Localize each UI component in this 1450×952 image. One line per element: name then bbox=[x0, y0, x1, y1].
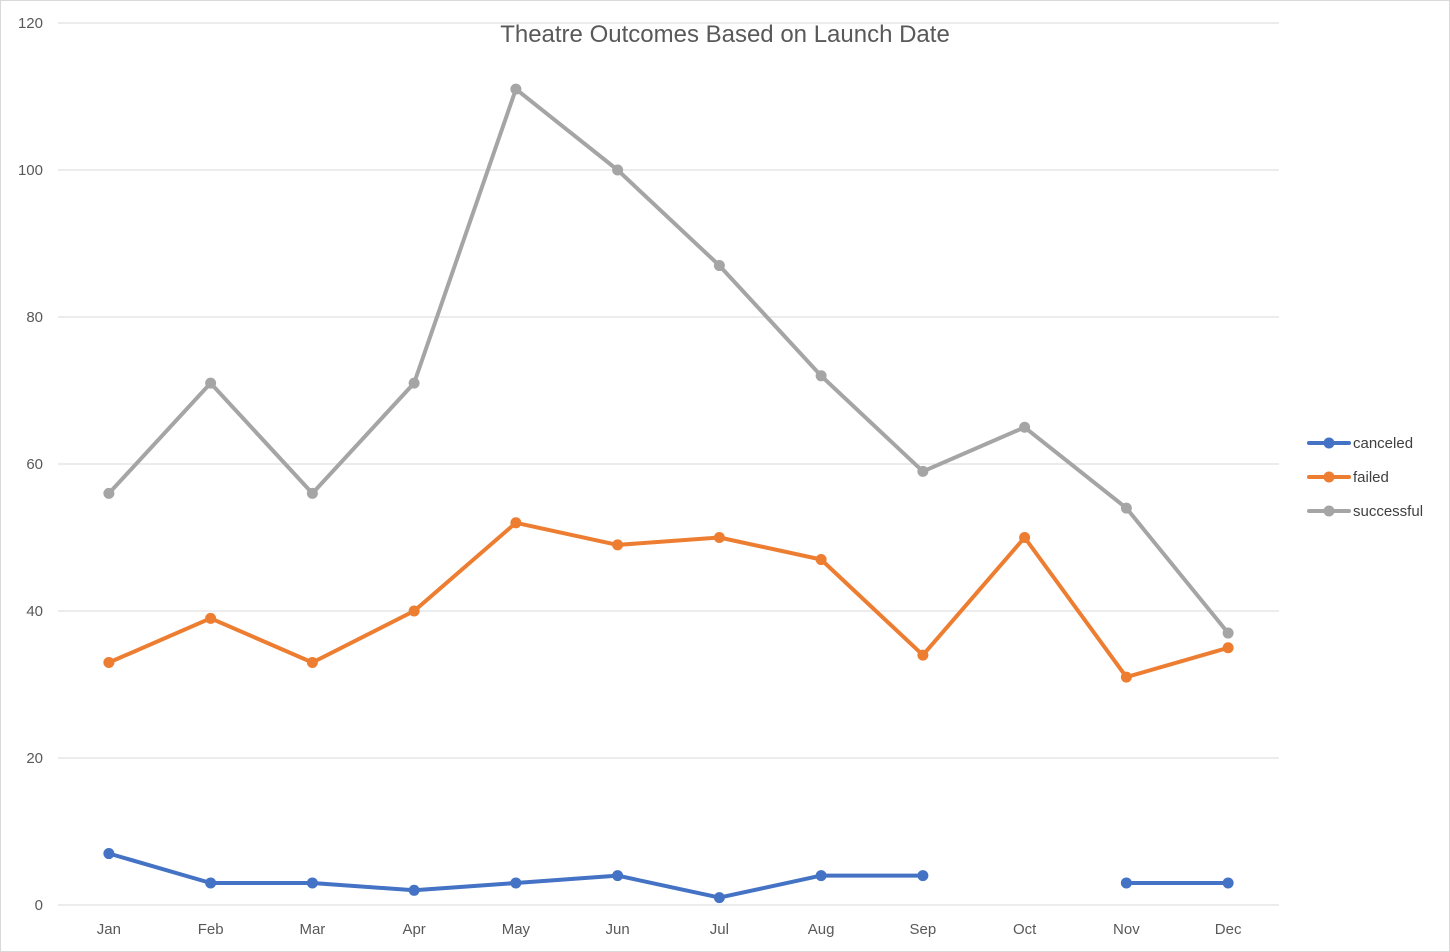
x-tick-label-nov: Nov bbox=[1113, 921, 1140, 938]
x-tick-label-may: May bbox=[502, 921, 531, 938]
data-point-canceled-jun bbox=[612, 870, 624, 882]
data-point-successful-sep bbox=[917, 465, 929, 477]
data-point-canceled-feb bbox=[205, 877, 217, 889]
data-point-failed-mar bbox=[306, 656, 318, 668]
x-tick-label-aug: Aug bbox=[808, 921, 835, 938]
x-tick-label-jan: Jan bbox=[97, 921, 121, 938]
data-point-successful-dec bbox=[1222, 627, 1234, 639]
legend-label-canceled: canceled bbox=[1353, 435, 1413, 452]
data-point-canceled-may bbox=[510, 877, 522, 889]
series-line-successful-segment-1 bbox=[106, 87, 1231, 635]
data-point-successful-jun bbox=[612, 164, 624, 176]
data-point-canceled-mar bbox=[306, 877, 318, 889]
gridlines bbox=[58, 22, 1279, 906]
legend-item-successful: successful bbox=[1307, 503, 1423, 520]
data-point-failed-jun bbox=[612, 539, 624, 551]
y-tick-label-60: 60 bbox=[26, 456, 43, 473]
x-tick-label-sep: Sep bbox=[910, 921, 937, 938]
y-tick-label-20: 20 bbox=[26, 750, 43, 767]
data-point-failed-jul bbox=[713, 532, 725, 543]
legend-marker-failed bbox=[1323, 471, 1335, 483]
data-point-failed-may bbox=[510, 517, 522, 529]
legend-label-failed: failed bbox=[1353, 469, 1389, 486]
data-point-failed-jan bbox=[103, 656, 115, 668]
legend-item-failed: failed bbox=[1307, 469, 1389, 486]
x-tick-label-dec: Dec bbox=[1215, 921, 1242, 938]
x-tick-label-jul: Jul bbox=[710, 921, 729, 938]
legend: canceled failed successful bbox=[1307, 435, 1423, 520]
legend-marker-canceled bbox=[1323, 437, 1335, 449]
data-point-canceled-jul bbox=[713, 892, 725, 904]
series-canceled bbox=[103, 848, 1234, 904]
x-tick-label-oct: Oct bbox=[1013, 921, 1037, 938]
data-point-failed-aug bbox=[815, 554, 827, 566]
data-point-canceled-aug bbox=[815, 870, 827, 882]
series-line-failed-segment-1 bbox=[106, 520, 1231, 680]
x-tick-label-jun: Jun bbox=[606, 921, 630, 938]
data-point-successful-nov bbox=[1120, 502, 1132, 514]
chart-title: Theatre Outcomes Based on Launch Date bbox=[500, 21, 950, 48]
y-tick-label-100: 100 bbox=[18, 162, 43, 179]
y-tick-label-40: 40 bbox=[26, 603, 43, 620]
series-failed bbox=[103, 517, 1234, 683]
y-axis-tick-labels: 0 20 40 60 80 100 120 bbox=[18, 15, 43, 914]
data-point-successful-may bbox=[510, 83, 522, 95]
data-point-successful-aug bbox=[815, 370, 827, 382]
data-point-failed-apr bbox=[408, 605, 420, 617]
data-point-failed-oct bbox=[1019, 532, 1031, 543]
legend-label-successful: successful bbox=[1353, 503, 1423, 520]
series-successful bbox=[103, 83, 1234, 639]
legend-marker-successful bbox=[1323, 505, 1335, 517]
data-point-failed-sep bbox=[917, 649, 929, 661]
data-point-canceled-apr bbox=[408, 884, 420, 896]
data-point-failed-dec bbox=[1222, 642, 1234, 654]
x-axis-tick-labels: Jan Feb Mar Apr May Jun Jul Aug Sep Oct Nov Dec bbox=[97, 921, 1242, 938]
data-point-successful-feb bbox=[205, 377, 217, 389]
data-point-successful-oct bbox=[1019, 421, 1031, 433]
data-point-canceled-sep bbox=[917, 870, 929, 882]
data-point-canceled-jan bbox=[103, 848, 115, 860]
data-point-successful-mar bbox=[306, 487, 318, 499]
data-point-failed-nov bbox=[1120, 671, 1132, 683]
data-point-canceled-nov bbox=[1120, 877, 1132, 889]
data-point-failed-feb bbox=[205, 612, 217, 624]
data-point-successful-apr bbox=[408, 377, 420, 389]
x-tick-label-apr: Apr bbox=[402, 921, 425, 938]
legend-item-canceled: canceled bbox=[1307, 435, 1413, 452]
series-layer bbox=[103, 83, 1234, 904]
y-tick-label-0: 0 bbox=[35, 897, 43, 914]
data-point-successful-jul bbox=[713, 260, 725, 272]
x-tick-label-mar: Mar bbox=[299, 921, 325, 938]
x-tick-label-feb: Feb bbox=[198, 921, 224, 938]
data-point-successful-jan bbox=[103, 487, 115, 499]
data-point-canceled-dec bbox=[1222, 877, 1234, 889]
y-tick-label-80: 80 bbox=[26, 309, 43, 326]
y-tick-label-120: 120 bbox=[18, 15, 43, 32]
